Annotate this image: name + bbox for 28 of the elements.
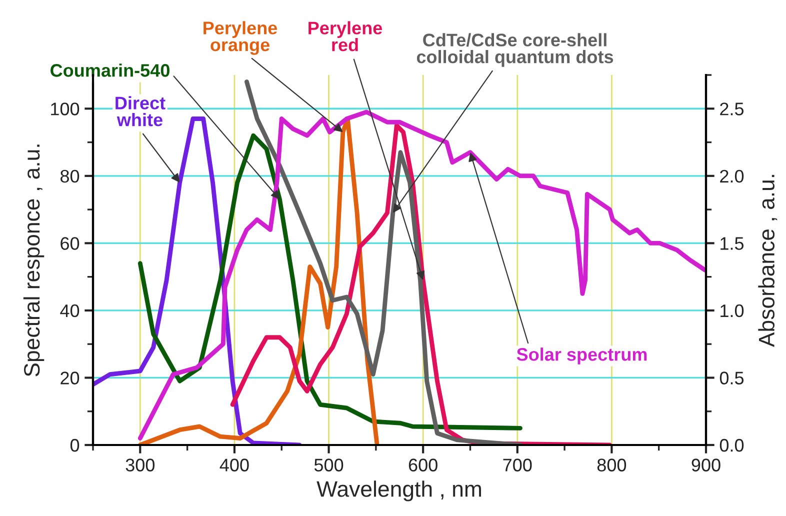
text: Coumarin-540 <box>50 64 170 77</box>
x-tick-label: 800 <box>597 458 626 472</box>
text: Perylene red <box>308 21 382 52</box>
y2-tick-label: 2.0 <box>720 170 744 183</box>
x-tick-label: 300 <box>126 458 155 472</box>
y-tick-label: 40 <box>60 304 80 318</box>
y-tick-label: 60 <box>60 237 80 250</box>
x-tick-label: 400 <box>220 458 249 472</box>
y-tick-label: 20 <box>60 372 80 384</box>
y2-axis-title: Absorbance , a.u. <box>758 174 778 348</box>
x-tick-label: 900 <box>692 458 720 472</box>
text: CdTe/CdSe core-shell colloidal quantum dots <box>416 33 614 67</box>
y2-tick-label: 0.0 <box>720 438 744 452</box>
y-axis-title: Spectral responce , a.u. <box>23 144 44 376</box>
y2-tick-label: 1.0 <box>720 304 744 318</box>
series-label: Direct white <box>116 96 166 126</box>
x-axis-title: Wavelength , nm <box>316 480 481 502</box>
text: Perylene orange <box>204 21 278 55</box>
x-tick-label: 600 <box>408 458 438 472</box>
y2-tick-label: 0.5 <box>720 372 744 384</box>
y-tick-label: 0 <box>70 438 80 452</box>
text: Solar spectrum <box>516 348 647 364</box>
x-tick-label: 500 <box>314 458 344 472</box>
y2-tick-label: 1.5 <box>720 237 744 250</box>
y-tick-label: 100 <box>51 102 80 116</box>
y-tick-label: 80 <box>60 170 80 183</box>
y2-tick-label: 2.5 <box>720 102 744 116</box>
x-tick-label: 700 <box>503 458 532 472</box>
